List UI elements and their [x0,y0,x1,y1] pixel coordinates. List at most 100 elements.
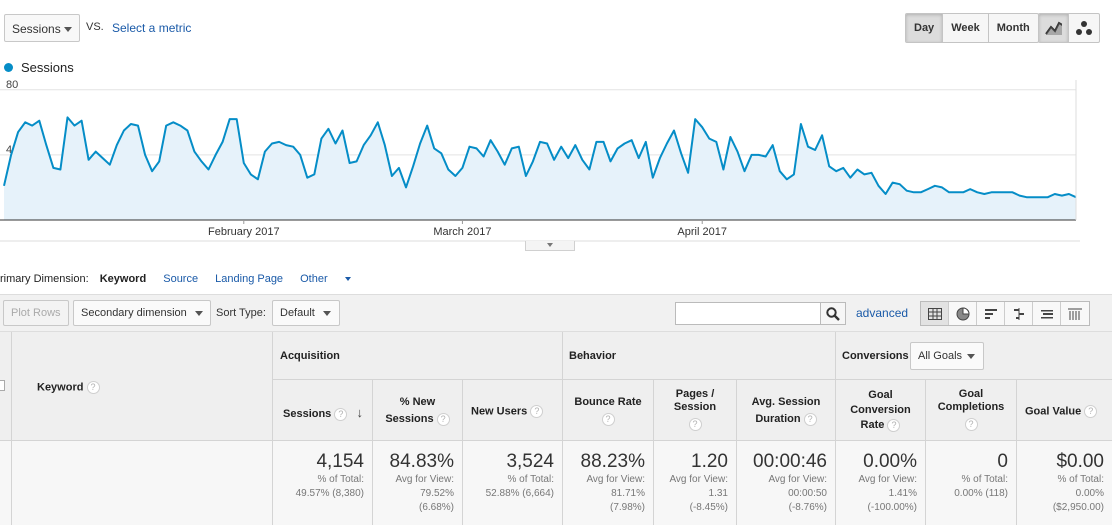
new_sessions-total-value: 84.83% [389,451,454,472]
pivot-icon [1068,308,1082,320]
help-icon[interactable]: ? [334,407,348,421]
line-chart-button[interactable] [1039,14,1069,42]
help-icon[interactable]: ? [964,418,978,431]
day-button[interactable]: Day [906,14,944,42]
goal-value-column-header[interactable]: Goal Value ? [1017,380,1112,441]
pages_session-total-sub2: 1.31 [708,488,728,499]
pages_session-total-sub3: (-8.45%) [689,502,728,513]
chevron-down-icon [64,27,72,32]
goal_value-total-cell: $0.00 % of Total: 0.00% ($2,950.00) [1017,441,1112,525]
avg-session-duration-column-header[interactable]: Avg. Session Duration ? [737,380,836,441]
sessions-line [3,116,1077,199]
new-users-column-header[interactable]: New Users ? [463,380,563,441]
performance-icon [984,308,997,319]
conversions-group-label: Conversions [842,350,909,362]
chevron-down-icon [344,277,351,281]
table-view-toggle [920,301,1090,326]
sort-type-select[interactable]: Default [272,300,340,326]
pivot-view-button[interactable] [1061,302,1089,325]
goal-value-header-label: Goal Value [1025,405,1082,418]
new_users-total-sub2: 52.88% (6,664) [485,488,554,499]
bounce-rate-column-header[interactable]: Bounce Rate ? [563,380,654,441]
goal_value-total-sub3: ($2,950.00) [1052,502,1104,513]
sessions-total-value: 4,154 [316,451,364,472]
y-tick-label-80: 80 [6,79,18,91]
pages_session-total-cell: 1.20 Avg for View: 1.31 (-8.45%) [654,441,737,525]
goal_conv-total-sub3: (-100.00%) [867,502,917,513]
new-sessions-column-header[interactable]: % New Sessions ? [373,380,463,441]
goal-select-value: All Goals [918,350,963,362]
chevron-down-icon [967,354,975,359]
sessions-area [4,117,1076,220]
keyword-header-label: Keyword [37,381,84,394]
help-icon[interactable]: ? [436,412,450,426]
term-cloud-view-button[interactable] [1033,302,1061,325]
advanced-filter-link[interactable]: advanced [856,306,909,320]
comparison-view-button[interactable] [1005,302,1033,325]
acquisition-group-header: Acquisition [273,332,563,380]
help-icon[interactable]: ? [86,381,100,394]
goal_value-total-sub1: % of Total: [1057,474,1104,485]
chevron-down-icon [322,310,331,316]
chart-type-toggle [1038,13,1100,43]
new_sessions-total-sub1: Avg for View: [395,474,454,485]
dimension-source[interactable]: Source [163,273,199,285]
legend-swatch [4,63,13,72]
goal_conv-total-value: 0.00% [863,451,917,472]
goal-completions-header-label: Goal Completions [937,388,1005,413]
pages-session-column-header[interactable]: Pages / Session ? [654,380,737,441]
help-icon[interactable]: ? [688,418,702,431]
search-button[interactable] [820,302,846,325]
new_users-total-sub1: % of Total: [507,474,554,485]
new-sessions-header-label: % New Sessions [385,396,436,425]
secondary-dimension-select[interactable]: Secondary dimension [73,300,211,326]
table-search-input[interactable] [675,302,821,325]
pie-icon [956,306,970,320]
week-button[interactable]: Week [943,14,989,42]
pages-session-header-label: Pages / Session [673,388,717,413]
behavior-group-header: Behavior [563,332,836,380]
goal-conversion-rate-column-header[interactable]: Goal Conversion Rate ? [836,380,926,441]
select-all-checkbox[interactable] [0,380,5,391]
help-icon[interactable]: ? [887,418,901,432]
pie-view-button[interactable] [949,302,977,325]
plot-rows-button[interactable]: Plot Rows [3,300,69,326]
chevron-down-icon [547,243,553,247]
help-icon[interactable]: ? [530,405,544,418]
sessions-column-header[interactable]: Sessions ? ↓ [273,380,373,441]
metric-select[interactable]: Sessions [4,14,80,42]
sort-descending-icon[interactable]: ↓ [356,405,363,420]
new_sessions-total-cell: 84.83% Avg for View: 79.52% (6.68%) [373,441,463,525]
help-icon[interactable]: ? [1084,405,1098,418]
select-all-column [0,332,12,441]
performance-view-button[interactable] [977,302,1005,325]
month-button[interactable]: Month [996,22,1030,34]
data-table-view-button[interactable] [921,302,949,325]
term-cloud-icon [1040,309,1053,318]
line-chart-icon [1045,21,1062,35]
pages_session-total-sub1: Avg for View: [669,474,728,485]
goal-select[interactable]: All Goals [910,342,984,370]
help-icon[interactable]: ? [601,412,615,426]
dimension-other[interactable]: Other [300,273,365,285]
legend-label: Sessions [21,60,74,75]
avg_duration-total-value: 00:00:46 [753,451,827,472]
goal_compl-total-sub2: 0.00% (118) [954,488,1008,499]
explorer-table: Keyword ? Acquisition Behavior Conversio… [0,332,1112,525]
goal-completions-column-header[interactable]: Goal Completions ? [926,380,1017,441]
keyword-column-header[interactable]: Keyword ? [12,332,273,441]
bounce_rate-total-cell: 88.23% Avg for View: 81.71% (7.98%) [563,441,654,525]
help-icon[interactable]: ? [803,412,817,426]
sort-type-label: Sort Type: [216,307,266,319]
motion-chart-button[interactable] [1069,14,1099,42]
dimension-landing-page[interactable]: Landing Page [215,273,284,285]
new-users-header-label: New Users [471,405,528,418]
dimension-keyword[interactable]: Keyword [99,273,147,285]
new_users-total-value: 3,524 [506,451,554,472]
bounce-rate-header-label: Bounce Rate [574,396,642,408]
select-metric-link[interactable]: Select a metric [112,21,192,35]
sessions-header-label: Sessions [283,408,332,420]
chart-collapse-handle[interactable] [525,241,575,251]
data-table-icon [927,307,942,320]
